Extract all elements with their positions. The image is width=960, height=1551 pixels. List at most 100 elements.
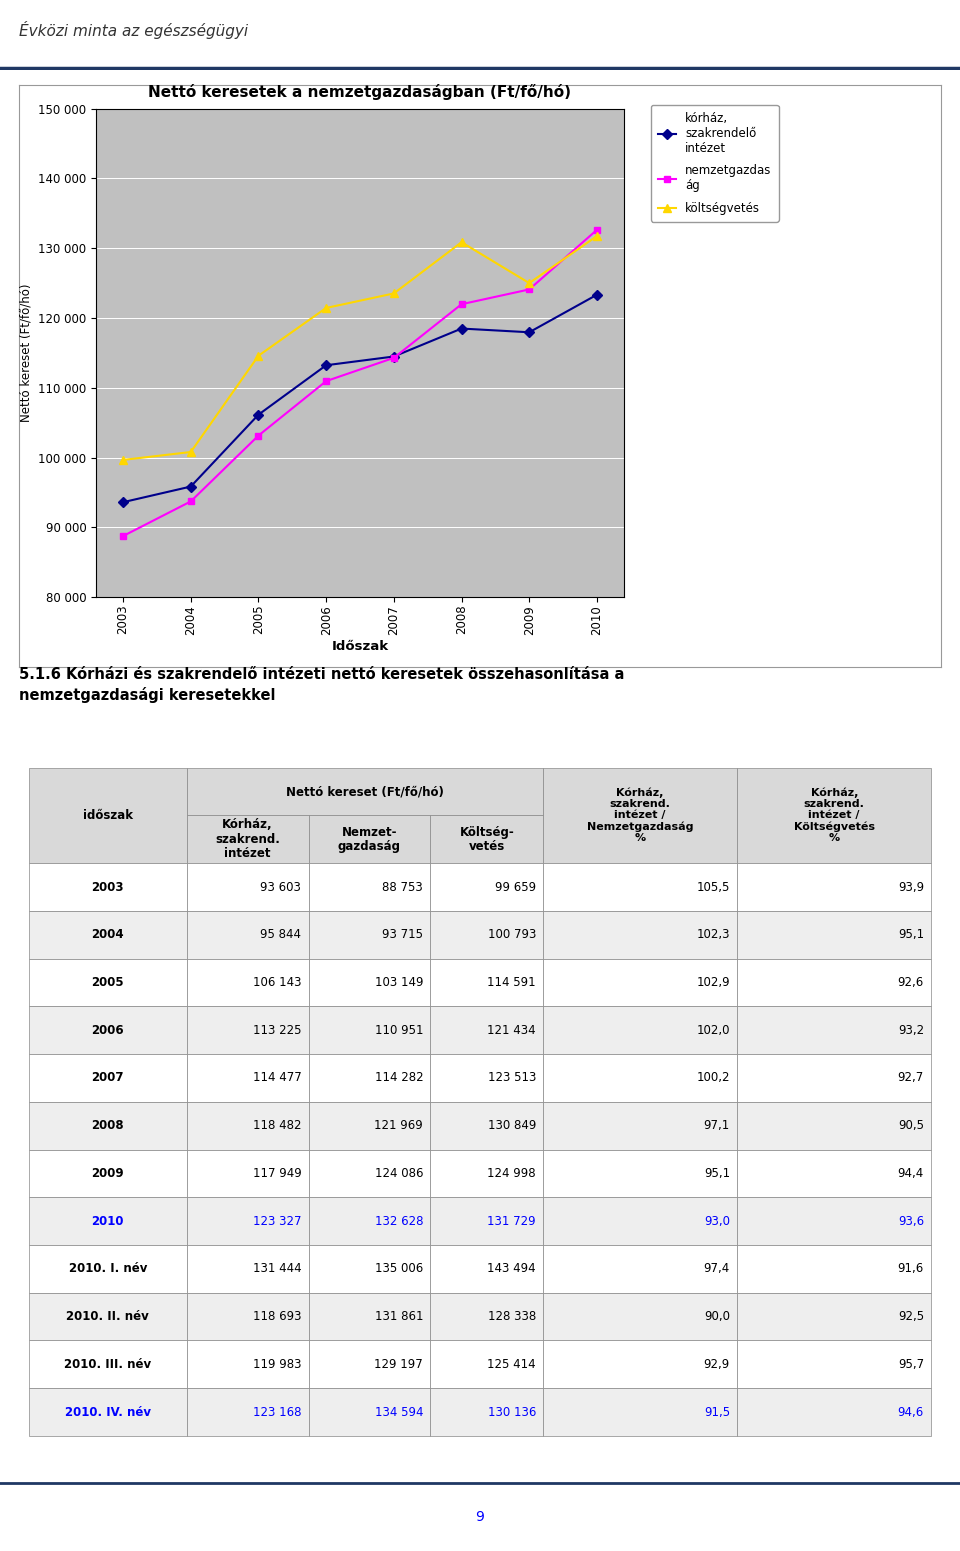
Text: 91,5: 91,5 — [704, 1405, 730, 1419]
Text: 102,9: 102,9 — [696, 976, 730, 990]
Bar — [308, 1245, 430, 1292]
Text: 130 136: 130 136 — [488, 1405, 536, 1419]
Bar — [308, 816, 430, 864]
Text: 93,2: 93,2 — [898, 1024, 924, 1036]
Bar — [737, 1197, 931, 1245]
Title: Nettó keresetek a nemzetgazdaságban (Ft/fő/hó): Nettó keresetek a nemzetgazdaságban (Ft/… — [149, 84, 571, 101]
Text: 2008: 2008 — [91, 1120, 124, 1132]
Text: 93 715: 93 715 — [382, 929, 423, 941]
Bar — [737, 1149, 931, 1197]
Text: 97,1: 97,1 — [704, 1120, 730, 1132]
Bar — [186, 864, 308, 910]
Text: 125 414: 125 414 — [488, 1357, 536, 1371]
Text: 143 494: 143 494 — [488, 1263, 536, 1275]
Bar — [543, 959, 737, 1007]
Bar — [186, 1149, 308, 1197]
Bar — [737, 864, 931, 910]
Bar — [186, 1245, 308, 1292]
Text: 93 603: 93 603 — [260, 881, 301, 893]
Bar — [29, 1388, 186, 1436]
Bar — [29, 1197, 186, 1245]
Bar — [543, 1197, 737, 1245]
Text: 123 513: 123 513 — [488, 1072, 536, 1084]
Text: 2005: 2005 — [91, 976, 124, 990]
Line: kórház,
szakrendelő
intézet: kórház, szakrendelő intézet — [120, 292, 600, 506]
X-axis label: Időszak: Időszak — [331, 641, 389, 653]
Text: 95,1: 95,1 — [704, 1166, 730, 1180]
Bar — [543, 1245, 737, 1292]
Bar — [543, 1007, 737, 1055]
Text: 119 983: 119 983 — [252, 1357, 301, 1371]
Text: 131 729: 131 729 — [488, 1214, 536, 1227]
Text: 118 693: 118 693 — [252, 1311, 301, 1323]
Bar — [737, 1292, 931, 1340]
Text: 93,6: 93,6 — [898, 1214, 924, 1227]
Text: 105,5: 105,5 — [697, 881, 730, 893]
Text: 92,6: 92,6 — [898, 976, 924, 990]
Bar — [308, 1292, 430, 1340]
kórház,
szakrendelő
intézet — [523, 323, 535, 341]
Bar — [308, 1055, 430, 1101]
Bar — [186, 1101, 308, 1149]
Line: költségvetés: költségvetés — [119, 233, 601, 464]
Bar — [29, 1340, 186, 1388]
Bar — [543, 768, 737, 864]
Bar — [308, 1149, 430, 1197]
Line: nemzetgazdas
ág: nemzetgazdas ág — [120, 226, 600, 540]
Text: 132 628: 132 628 — [374, 1214, 423, 1227]
Bar — [543, 1388, 737, 1436]
kórház,
szakrendelő
intézet — [456, 320, 468, 338]
Bar — [737, 1340, 931, 1388]
Bar — [29, 910, 186, 959]
Bar — [737, 1055, 931, 1101]
Text: 121 969: 121 969 — [374, 1120, 423, 1132]
Text: 134 594: 134 594 — [374, 1405, 423, 1419]
Text: 123 327: 123 327 — [252, 1214, 301, 1227]
Bar — [430, 1055, 543, 1101]
Text: 97,4: 97,4 — [704, 1263, 730, 1275]
Text: 94,6: 94,6 — [898, 1405, 924, 1419]
Text: 5.1.6 Kórházi és szakrendelő intézeti nettó keresetek összehasonlítása a
nemzetg: 5.1.6 Kórházi és szakrendelő intézeti ne… — [19, 667, 625, 703]
Text: 2010: 2010 — [91, 1214, 124, 1227]
Bar — [186, 959, 308, 1007]
Bar — [430, 1197, 543, 1245]
Text: 106 143: 106 143 — [252, 976, 301, 990]
nemzetgazdas
ág — [252, 427, 264, 445]
Text: 95,1: 95,1 — [898, 929, 924, 941]
Text: 114 591: 114 591 — [488, 976, 536, 990]
Y-axis label: Nettó kereset (Ft/fő/hó): Nettó kereset (Ft/fő/hó) — [19, 284, 33, 422]
Bar — [737, 768, 931, 864]
Bar — [543, 910, 737, 959]
Bar — [29, 1101, 186, 1149]
Text: 95,7: 95,7 — [898, 1357, 924, 1371]
Text: 92,5: 92,5 — [898, 1311, 924, 1323]
Bar — [186, 1197, 308, 1245]
Bar — [543, 864, 737, 910]
Bar — [737, 1245, 931, 1292]
Text: 110 951: 110 951 — [374, 1024, 423, 1036]
Bar — [430, 959, 543, 1007]
Bar — [29, 1007, 186, 1055]
Text: Évközi minta az egészségügyi: Évközi minta az egészségügyi — [19, 20, 249, 39]
költségvetés — [523, 275, 535, 293]
Text: 2009: 2009 — [91, 1166, 124, 1180]
Text: 2010. II. név: 2010. II. név — [66, 1311, 149, 1323]
Bar — [308, 959, 430, 1007]
Bar — [430, 1149, 543, 1197]
Text: Kórház,
szakrend.
intézet: Kórház, szakrend. intézet — [215, 819, 280, 861]
Bar — [543, 1101, 737, 1149]
Bar — [430, 1292, 543, 1340]
nemzetgazdas
ág — [456, 295, 468, 313]
Text: 113 225: 113 225 — [252, 1024, 301, 1036]
Text: Kórház,
szakrend.
intézet /
Nemzetgazdaság
%: Kórház, szakrend. intézet / Nemzetgazdas… — [587, 788, 693, 844]
Bar — [186, 910, 308, 959]
Text: 131 861: 131 861 — [374, 1311, 423, 1323]
Bar — [543, 1340, 737, 1388]
kórház,
szakrendelő
intézet — [388, 347, 399, 366]
Text: 2003: 2003 — [91, 881, 124, 893]
Text: 93,0: 93,0 — [704, 1214, 730, 1227]
nemzetgazdas
ág — [591, 220, 603, 239]
Bar — [29, 1149, 186, 1197]
Text: 123 168: 123 168 — [252, 1405, 301, 1419]
Bar — [186, 1007, 308, 1055]
